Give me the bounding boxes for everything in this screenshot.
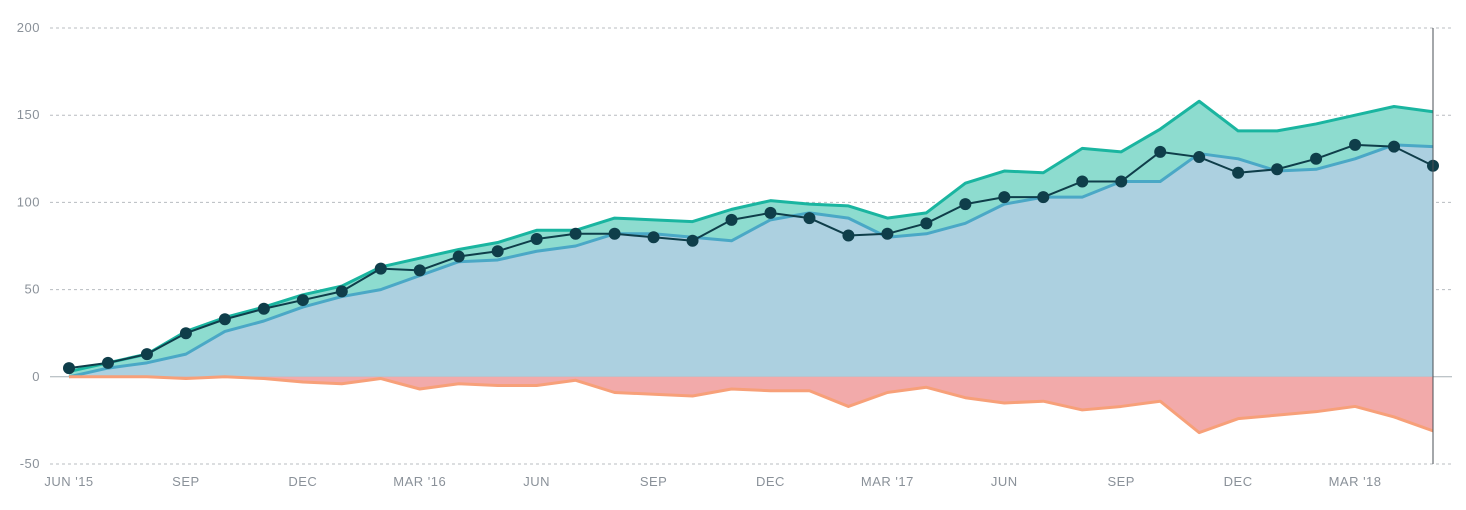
data-point [569,227,582,240]
data-point [1388,140,1401,153]
data-point [647,231,660,244]
red-area [69,376,1433,433]
data-point [452,250,465,263]
x-tick-label: JUN '15 [44,474,93,489]
data-point [842,229,855,242]
data-point [998,191,1011,204]
data-point [1232,166,1245,179]
x-tick-label: DEC [756,474,785,489]
data-point [257,302,270,315]
data-point [686,234,699,247]
x-tick-label: MAR '18 [1329,474,1382,489]
blue-area [69,144,1433,377]
data-point [335,285,348,298]
y-tick-label: -50 [20,456,40,471]
data-point [920,217,933,230]
data-point [1271,163,1284,176]
series-lines [68,99,1434,435]
x-tick-label: MAR '17 [861,474,914,489]
x-tick-label: JUN [523,474,550,489]
blue-series-line [68,143,1434,379]
x-tick-label: MAR '16 [393,474,446,489]
x-tick-label: SEP [172,474,200,489]
y-tick-label: 100 [17,194,40,209]
data-point [296,294,309,307]
x-tick-label: SEP [1107,474,1135,489]
x-axis-labels: JUN '15 SEP DEC MAR '16 JUN SEP DEC MAR '17 JUN S… [44,474,1381,489]
x-tick-label: DEC [288,474,317,489]
data-point [179,327,192,340]
areas [69,101,1433,433]
data-points [63,138,1439,375]
data-point [608,227,621,240]
data-point [530,233,543,246]
y-tick-label: 200 [17,20,40,35]
data-point [1154,145,1167,158]
data-point [881,227,894,240]
y-tick-label: 150 [17,107,40,122]
x-tick-label: JUN [991,474,1018,489]
y-axis-labels: 200 150 100 50 0 -50 [17,20,40,471]
red-series-line [69,375,1434,435]
y-tick-label: 50 [25,282,40,297]
data-point [764,206,777,219]
x-tick-label: SEP [640,474,668,489]
data-point [63,362,75,375]
y-tick-label: 0 [32,369,40,384]
data-point [1310,152,1323,165]
data-point [803,212,816,225]
data-point [725,213,738,226]
green-series-line [68,99,1434,374]
data-point [959,198,972,211]
data-point [218,313,231,326]
green-area [69,101,1433,377]
data-point [101,356,114,369]
data-point [1193,151,1206,164]
data-point [1115,175,1128,188]
data-point [140,348,153,361]
data-point [374,262,387,275]
data-point [413,264,426,277]
x-tick-label: DEC [1224,474,1253,489]
net-series-line [68,143,1434,370]
data-point [1076,175,1089,188]
data-point [491,245,504,258]
data-point [1037,191,1050,204]
data-point [1349,138,1362,151]
